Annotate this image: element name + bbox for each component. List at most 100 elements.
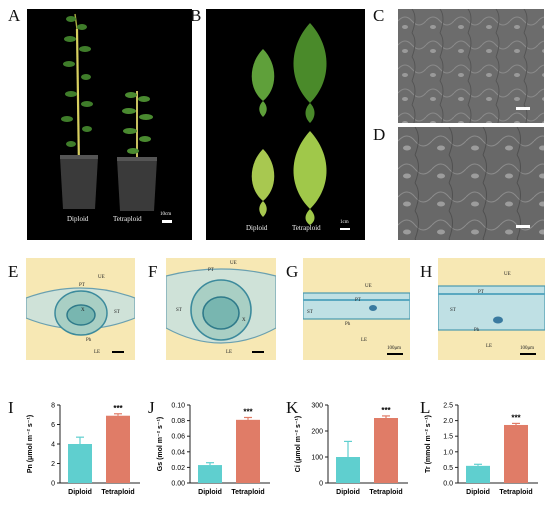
scale-bar [387, 353, 403, 355]
panel-label-e: E [8, 262, 19, 281]
bar-tetraploid [106, 415, 130, 483]
tetraploid-leaf-top [293, 23, 327, 123]
scale-label: 100μm [520, 346, 535, 351]
ci-bar-chart: Ci (μmol m⁻² s⁻¹) 0 100 200 300 Diploid Tetrap… [295, 403, 408, 496]
y-tick-label: 0.06 [171, 434, 185, 441]
y-tick-label: 1.5 [443, 434, 453, 441]
scale-label: 10cm [160, 212, 172, 217]
section-label-le: LE [361, 338, 368, 343]
significance-marker: *** [113, 404, 123, 413]
x-tick-label: Diploid [336, 489, 360, 496]
significance-marker: *** [243, 407, 253, 416]
potted-plants-illustration [60, 13, 157, 211]
scale-bar [252, 351, 264, 353]
panel-label-j: J [148, 398, 155, 417]
y-tick-label: 0.10 [171, 403, 185, 410]
midrib-section-diploid: UE PT ST X LE Ph [26, 258, 135, 360]
section-label-pt: PT [355, 298, 361, 303]
panel-label-i: I [8, 398, 14, 417]
diploid-label: Diploid [67, 215, 89, 223]
x-tick-label: Tetraploid [369, 489, 402, 496]
bar-diploid [466, 465, 490, 483]
y-tick-label: 0 [51, 481, 55, 488]
panel-label-d: D [373, 125, 386, 144]
y-tick-label: 300 [311, 403, 323, 410]
leaves-illustration [251, 23, 327, 225]
y-tick-label: 0.08 [171, 418, 185, 425]
significance-marker: *** [511, 413, 521, 422]
bar-tetraploid [374, 418, 398, 483]
y-tick-label: 2.0 [443, 418, 453, 425]
section-label-ph: Ph [474, 328, 480, 333]
bar-diploid [198, 465, 222, 483]
y-tick-label: 4 [51, 442, 55, 449]
section-drawing [303, 292, 410, 320]
scale-bar [340, 228, 350, 230]
tetraploid-leaf-bottom [293, 131, 327, 225]
gs-bar-chart: Gs (mol m⁻² s⁻¹) 0.00 0.02 0.04 0.06 0.08 0.10… [157, 403, 270, 496]
sem-image-diploid [398, 9, 544, 123]
panel-label-g: G [286, 262, 299, 281]
plant-photo-panel: Diploid Tetraploid 10cm [27, 9, 192, 240]
scale-bar [516, 225, 530, 228]
y-tick-label: 2 [51, 461, 55, 468]
section-drawing [26, 287, 135, 336]
y-tick-label: 2.5 [443, 403, 453, 410]
panel-label-f: F [148, 262, 158, 281]
panel-label-b: B [190, 6, 202, 25]
section-label-st: ST [450, 308, 456, 313]
x-tick-label: Tetraploid [499, 489, 532, 496]
bar-diploid [336, 457, 360, 483]
tetraploid-label: Tetraploid [292, 224, 321, 232]
stomata-texture [398, 127, 544, 240]
x-tick-label: Tetraploid [101, 489, 134, 496]
pn-bar-chart: Pn (μmol m⁻² s⁻¹) 0 2 4 6 8 Diploid Tetraploid *… [27, 403, 140, 496]
panel-label-c: C [373, 6, 385, 25]
section-drawing [166, 268, 276, 344]
section-label-ue: UE [504, 272, 511, 277]
bar-tetraploid [236, 419, 260, 483]
diploid-label: Diploid [246, 224, 268, 232]
x-tick-label: Diploid [198, 489, 222, 496]
section-drawing [438, 285, 545, 331]
y-tick-label: 0.04 [171, 449, 185, 456]
y-axis-label: Tr (mmol m⁻² s⁻¹) [425, 415, 432, 473]
y-tick-label: 100 [311, 455, 323, 462]
y-tick-label: 8 [51, 403, 55, 410]
section-label-x: X [242, 318, 246, 323]
scale-label: 100μm [387, 346, 402, 351]
tetraploid-plant [117, 91, 157, 211]
section-label-ph: Ph [345, 322, 351, 327]
section-label-ue: UE [98, 275, 105, 280]
x-tick-label: Diploid [466, 489, 490, 496]
tr-bar-chart: Tr (mmol m⁻² s⁻¹) 0.0 0.5 1.0 1.5 2.0 2.5 Diplo… [425, 403, 538, 496]
scale-bar [520, 353, 536, 355]
y-tick-label: 0.00 [171, 481, 185, 488]
y-tick-label: 1.0 [443, 449, 453, 456]
y-tick-label: 0 [319, 481, 323, 488]
y-axis-label: Gs (mol m⁻² s⁻¹) [157, 417, 164, 471]
section-label-pt: PT [79, 283, 85, 288]
diploid-plant [60, 13, 98, 209]
sem-image-tetraploid [398, 127, 544, 240]
leaf-photo-panel: Diploid Tetraploid 1cm [206, 9, 365, 240]
panel-label-h: H [420, 262, 433, 281]
section-label-ue: UE [365, 284, 372, 289]
y-axis-label: Pn (μmol m⁻² s⁻¹) [27, 415, 34, 473]
section-label-ue: UE [230, 261, 237, 266]
scale-bar [162, 220, 172, 223]
section-label-pt: PT [208, 268, 214, 273]
section-label-x: X [81, 308, 85, 313]
significance-marker: *** [381, 406, 391, 415]
section-label-le: LE [486, 344, 493, 349]
section-label-le: LE [226, 350, 233, 355]
lamina-section-diploid: UE PT ST Ph LE 100μm [303, 258, 410, 360]
midrib-section-tetraploid: UE PT ST X LE [166, 258, 276, 360]
diploid-leaf-top [251, 49, 275, 117]
scale-label: 1cm [340, 220, 349, 225]
section-label-ph: Ph [86, 338, 92, 343]
section-label-le: LE [94, 350, 101, 355]
y-tick-label: 200 [311, 429, 323, 436]
y-tick-label: 6 [51, 422, 55, 429]
lamina-section-tetraploid: UE PT ST Ph LE 100μm [438, 258, 545, 360]
